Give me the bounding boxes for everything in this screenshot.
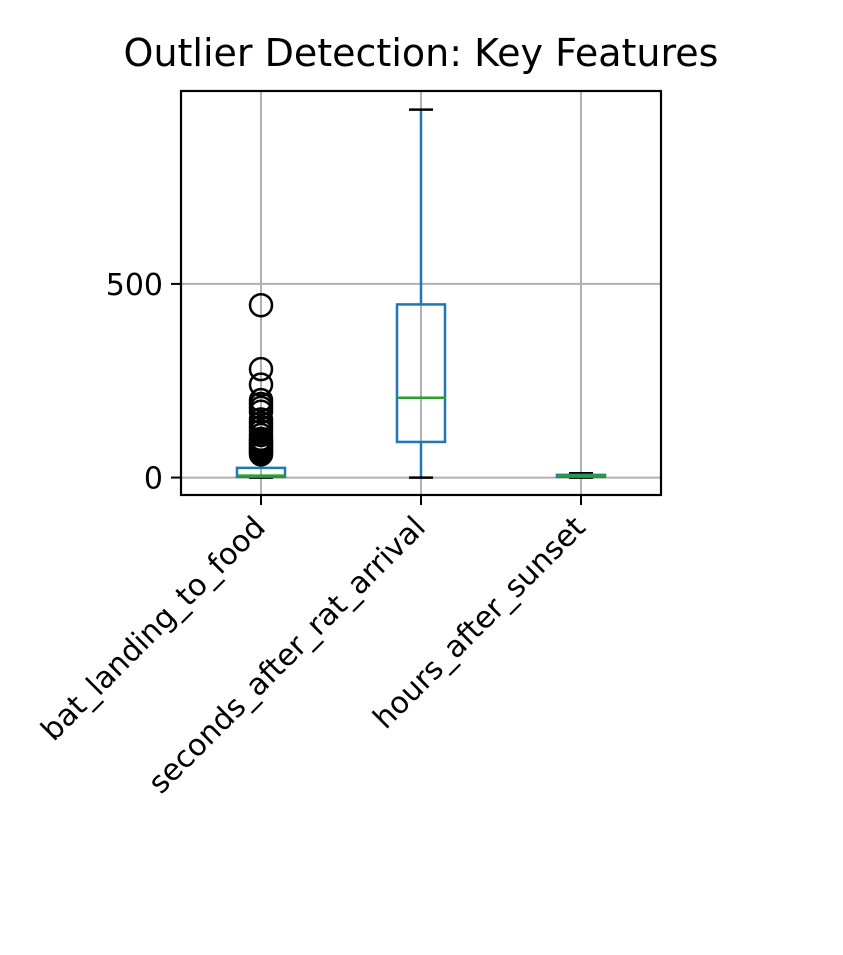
outlier-point [248,292,274,318]
outlier-point [248,442,274,467]
y-tick-label: 0 [144,462,163,497]
x-tick-label: seconds_after_rat_arrival [142,510,433,801]
boxes [235,108,607,479]
box-hours-after-sunset [555,472,607,479]
box-seconds-after-rat-arrival [395,108,447,479]
chart-title: Outlier Detection: Key Features [124,31,719,75]
box-bat-landing-to-food [235,292,287,479]
y-tick-label: 500 [106,268,163,303]
box-iqr [395,303,447,444]
outlier-point [248,356,274,382]
axes: 0500bat_landing_to_foodseconds_after_rat… [35,268,593,801]
